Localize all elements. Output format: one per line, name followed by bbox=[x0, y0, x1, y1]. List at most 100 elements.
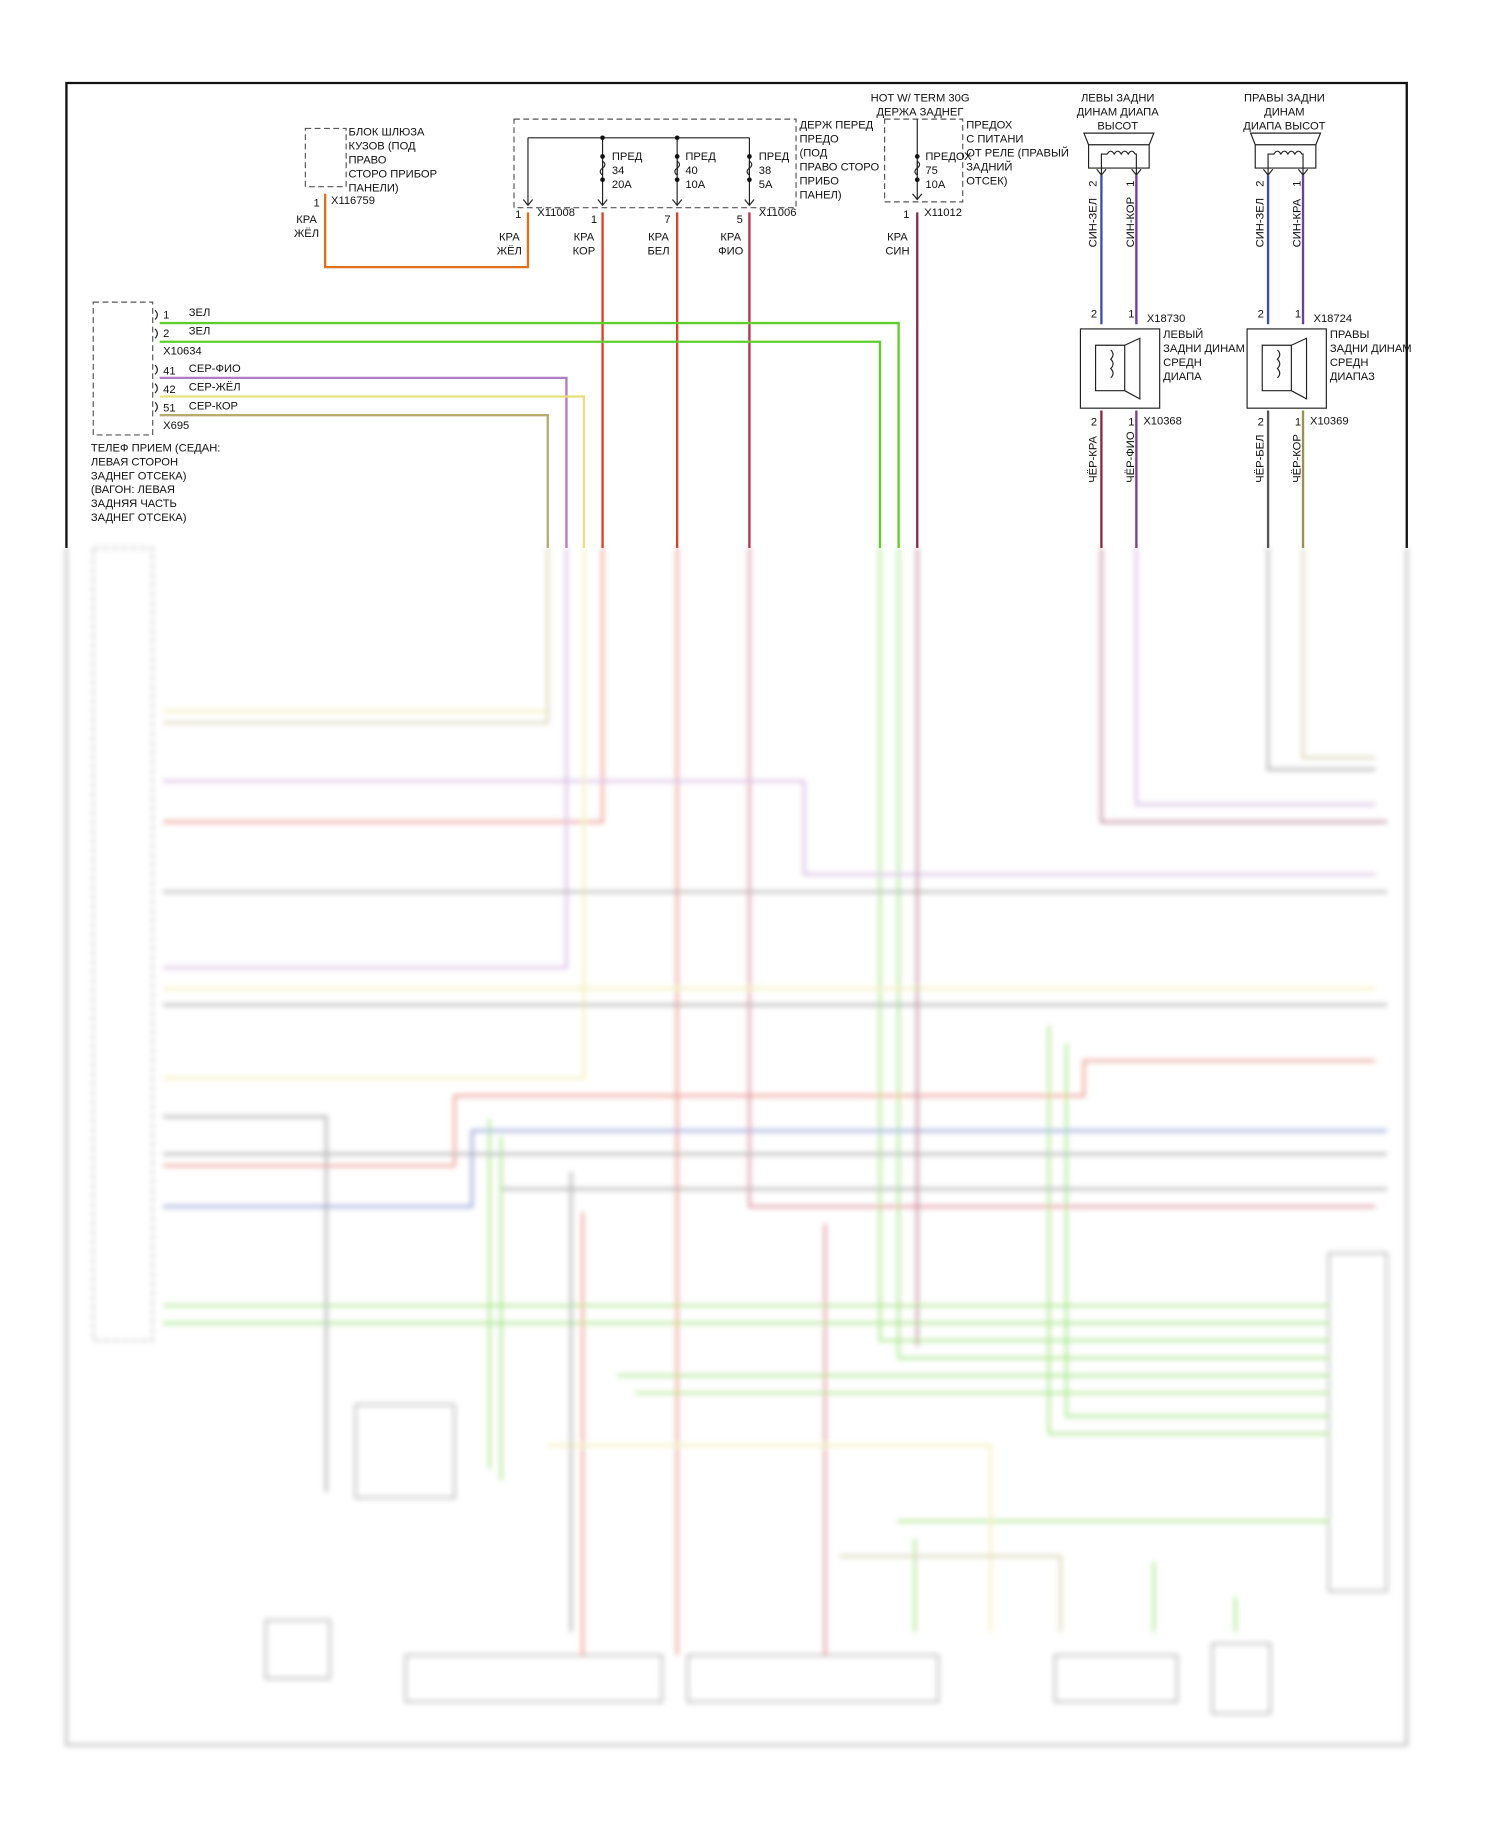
label: ЧЁР-БЕЛ bbox=[1254, 435, 1266, 483]
label: 20A bbox=[612, 179, 632, 191]
label: ТЕЛЕФ ПРИЕМ (СЕДАН: bbox=[91, 442, 220, 454]
connector-id: X116759 bbox=[331, 195, 375, 207]
label: 75 bbox=[925, 165, 937, 177]
label: 1 bbox=[1125, 181, 1137, 187]
label: СИН-ЗЕЛ bbox=[1088, 198, 1100, 247]
label: КОР bbox=[573, 245, 596, 257]
frame bbox=[65, 81, 1408, 549]
label: ЧЁР-ФИО bbox=[1125, 431, 1137, 483]
wire-red-yellow bbox=[324, 193, 530, 269]
label: ЗАДНИЙ bbox=[966, 160, 1012, 173]
label: ВЫСОТ bbox=[1097, 121, 1138, 133]
label: ЛЕВАЯ СТОРОН bbox=[91, 456, 178, 468]
label: С ПИТАНИ bbox=[966, 133, 1023, 145]
label: (ВАГОН: ЛЕВАЯ bbox=[91, 484, 175, 496]
label: ЗЕЛ bbox=[189, 307, 211, 319]
label: 1 bbox=[515, 209, 521, 221]
label: 1 bbox=[1295, 308, 1301, 320]
fuse-40: ПРЕД 40 10A bbox=[685, 151, 716, 191]
label: КРА bbox=[499, 231, 520, 243]
label: СЕР-ЖЁЛ bbox=[189, 382, 241, 394]
label: X10634 bbox=[163, 346, 202, 358]
label: X695 bbox=[163, 420, 189, 432]
label: ПРАВЫ ЗАДНИ bbox=[1244, 93, 1325, 105]
label: ОТСЕК) bbox=[966, 175, 1008, 187]
label: 7 bbox=[664, 214, 670, 226]
label: 1 bbox=[1128, 417, 1134, 429]
label: ПРАВО bbox=[348, 154, 386, 166]
label: СЕР-ФИО bbox=[189, 363, 241, 375]
label: КУЗОВ (ПОД bbox=[348, 140, 416, 152]
label: ЗАДНЕГ ОТСЕКА) bbox=[91, 470, 187, 482]
label: ДЕРЖ ПЕРЕД bbox=[800, 119, 874, 131]
label: 2 bbox=[1254, 181, 1266, 187]
label: КРА bbox=[720, 231, 741, 243]
body-gateway-module: БЛОК ШЛЮЗА КУЗОВ (ПОД ПРАВО СТОРО ПРИБОР… bbox=[294, 126, 437, 239]
label: 2 bbox=[1088, 181, 1100, 187]
label: 41 bbox=[163, 365, 175, 377]
wire-green-1 bbox=[159, 321, 900, 549]
label: ЛЕВЫ ЗАДНИ bbox=[1081, 93, 1154, 105]
label: ДИАПА bbox=[1163, 371, 1202, 383]
label: ПРАВЫ bbox=[1330, 329, 1370, 341]
telephone-module: 1 ЗЕЛ 2 ЗЕЛ X10634 41 СЕР-ФИО 42 СЕР-ЖЁЛ… bbox=[91, 301, 241, 524]
label: 1 bbox=[1292, 181, 1304, 187]
rear-fuse-holder: HOT W/ TERM 30G ДЕРЖА ЗАДНЕГ ПРЕДОХ 75 1… bbox=[871, 93, 1069, 258]
label: ДИАПАЗ bbox=[1330, 371, 1375, 383]
wire-grey-violet bbox=[159, 376, 568, 549]
label: 34 bbox=[612, 165, 624, 177]
label: 2 bbox=[1091, 417, 1097, 429]
label: X18724 bbox=[1314, 313, 1353, 325]
label: ПРЕД bbox=[612, 151, 643, 163]
wire-color: КРА bbox=[296, 214, 317, 226]
label: ПАНЕЛ) bbox=[800, 189, 842, 201]
label: ЗЕЛ bbox=[189, 326, 211, 338]
label: X11008 bbox=[537, 207, 575, 219]
left-tweeter: ЛЕВЫ ЗАДНИ ДИНАМ ДИАПА ВЫСОТ 2 1 СИН-ЗЕЛ… bbox=[1077, 93, 1159, 248]
label: 2 bbox=[163, 328, 169, 340]
label: HOT W/ TERM 30G bbox=[871, 93, 970, 105]
label: СЕР-КОР bbox=[189, 400, 238, 412]
label: СТОРО ПРИБОР bbox=[348, 168, 437, 180]
label: ДЕРЖА ЗАДНЕГ bbox=[876, 107, 963, 119]
blurred-lower-diagram bbox=[65, 547, 1408, 1747]
label: 51 bbox=[163, 403, 175, 415]
pin-number: 1 bbox=[314, 198, 320, 210]
label: ЗАДНЯЯ ЧАСТЬ bbox=[91, 498, 177, 510]
label: 10A bbox=[925, 179, 945, 191]
label: X11006 bbox=[759, 207, 797, 219]
label: СИН-КОР bbox=[1125, 197, 1137, 247]
label: X10368 bbox=[1143, 415, 1182, 427]
label: КРА bbox=[648, 231, 669, 243]
wire-grey-yellow bbox=[159, 395, 586, 549]
label: 42 bbox=[163, 384, 175, 396]
wire-green-2 bbox=[159, 340, 882, 549]
label: ЧЁР-КОР bbox=[1292, 434, 1304, 483]
label: 1 bbox=[903, 209, 909, 221]
label: 38 bbox=[759, 165, 771, 177]
label: ЗАДНЕГ ОТСЕКА) bbox=[91, 512, 187, 524]
label: ЗАДНИ ДИНАМ bbox=[1330, 343, 1412, 355]
front-fuse-box: ПРЕД 34 20A ПРЕД 40 10A ПРЕД 38 5A ДЕРЖ … bbox=[497, 118, 880, 257]
label: 1 bbox=[163, 309, 169, 321]
label: 1 bbox=[591, 214, 597, 226]
label: 5 bbox=[737, 214, 743, 226]
label: 10A bbox=[685, 179, 705, 191]
wire-color: ЖЁЛ bbox=[294, 228, 319, 240]
label: X18730 bbox=[1147, 313, 1186, 325]
label: ФИО bbox=[718, 245, 744, 257]
label: ОТ РЕЛЕ (ПРАВЫЙ bbox=[966, 146, 1069, 159]
label: X10369 bbox=[1310, 415, 1349, 427]
label: ЧЁР-КРА bbox=[1088, 435, 1100, 482]
label: ЛЕВЫЙ bbox=[1163, 328, 1203, 341]
label: ПРЕДОХ bbox=[966, 119, 1013, 131]
label: СИН-ЗЕЛ bbox=[1254, 198, 1266, 247]
label: ПРИБО bbox=[800, 175, 840, 187]
label: 1 bbox=[1295, 417, 1301, 429]
label: БЛОК ШЛЮЗА bbox=[348, 126, 425, 138]
label: ДИАПА ВЫСОТ bbox=[1243, 121, 1325, 133]
wire-grey-brown bbox=[159, 414, 549, 549]
label: 2 bbox=[1258, 417, 1264, 429]
label: ДИНАМ ДИАПА bbox=[1077, 107, 1159, 119]
